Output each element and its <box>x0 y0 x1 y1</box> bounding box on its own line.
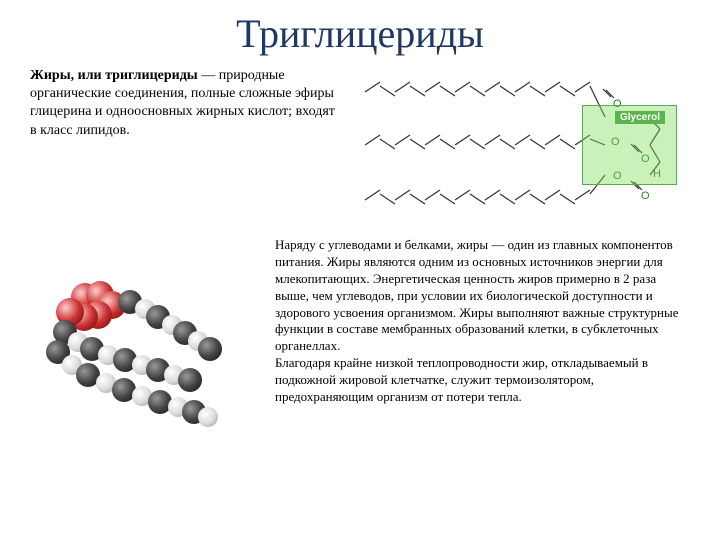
3d-molecule-model <box>30 257 260 457</box>
glycerol-label: Glycerol <box>615 111 665 124</box>
definition-paragraph: Жиры, или триглицериды — природные орган… <box>30 67 340 227</box>
slide-body: Жиры, или триглицериды — природные орган… <box>0 67 720 457</box>
body-paragraph: Наряду с углеводами и белками, жиры — од… <box>275 237 690 457</box>
top-row: Жиры, или триглицериды — природные орган… <box>30 67 690 227</box>
svg-text:O: O <box>641 190 650 202</box>
slide-title: Триглицериды <box>0 0 720 67</box>
structural-formula-diagram: Glycerol OOOOOOH <box>355 67 685 227</box>
definition-term: Жиры, или триглицериды <box>30 68 198 83</box>
bottom-row: Наряду с углеводами и белками, жиры — од… <box>30 237 690 457</box>
